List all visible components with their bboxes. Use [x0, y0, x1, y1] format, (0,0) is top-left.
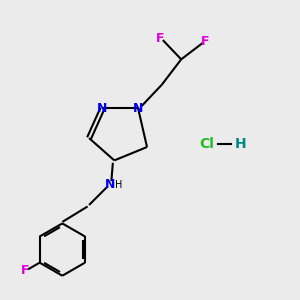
Text: F: F	[21, 264, 30, 277]
Text: F: F	[156, 32, 165, 45]
Text: H: H	[115, 180, 122, 190]
Text: Cl: Cl	[199, 137, 214, 151]
Text: N: N	[97, 102, 108, 115]
Text: H: H	[235, 137, 247, 151]
Text: F: F	[201, 35, 209, 48]
Text: N: N	[105, 178, 115, 191]
Text: N: N	[133, 102, 143, 115]
